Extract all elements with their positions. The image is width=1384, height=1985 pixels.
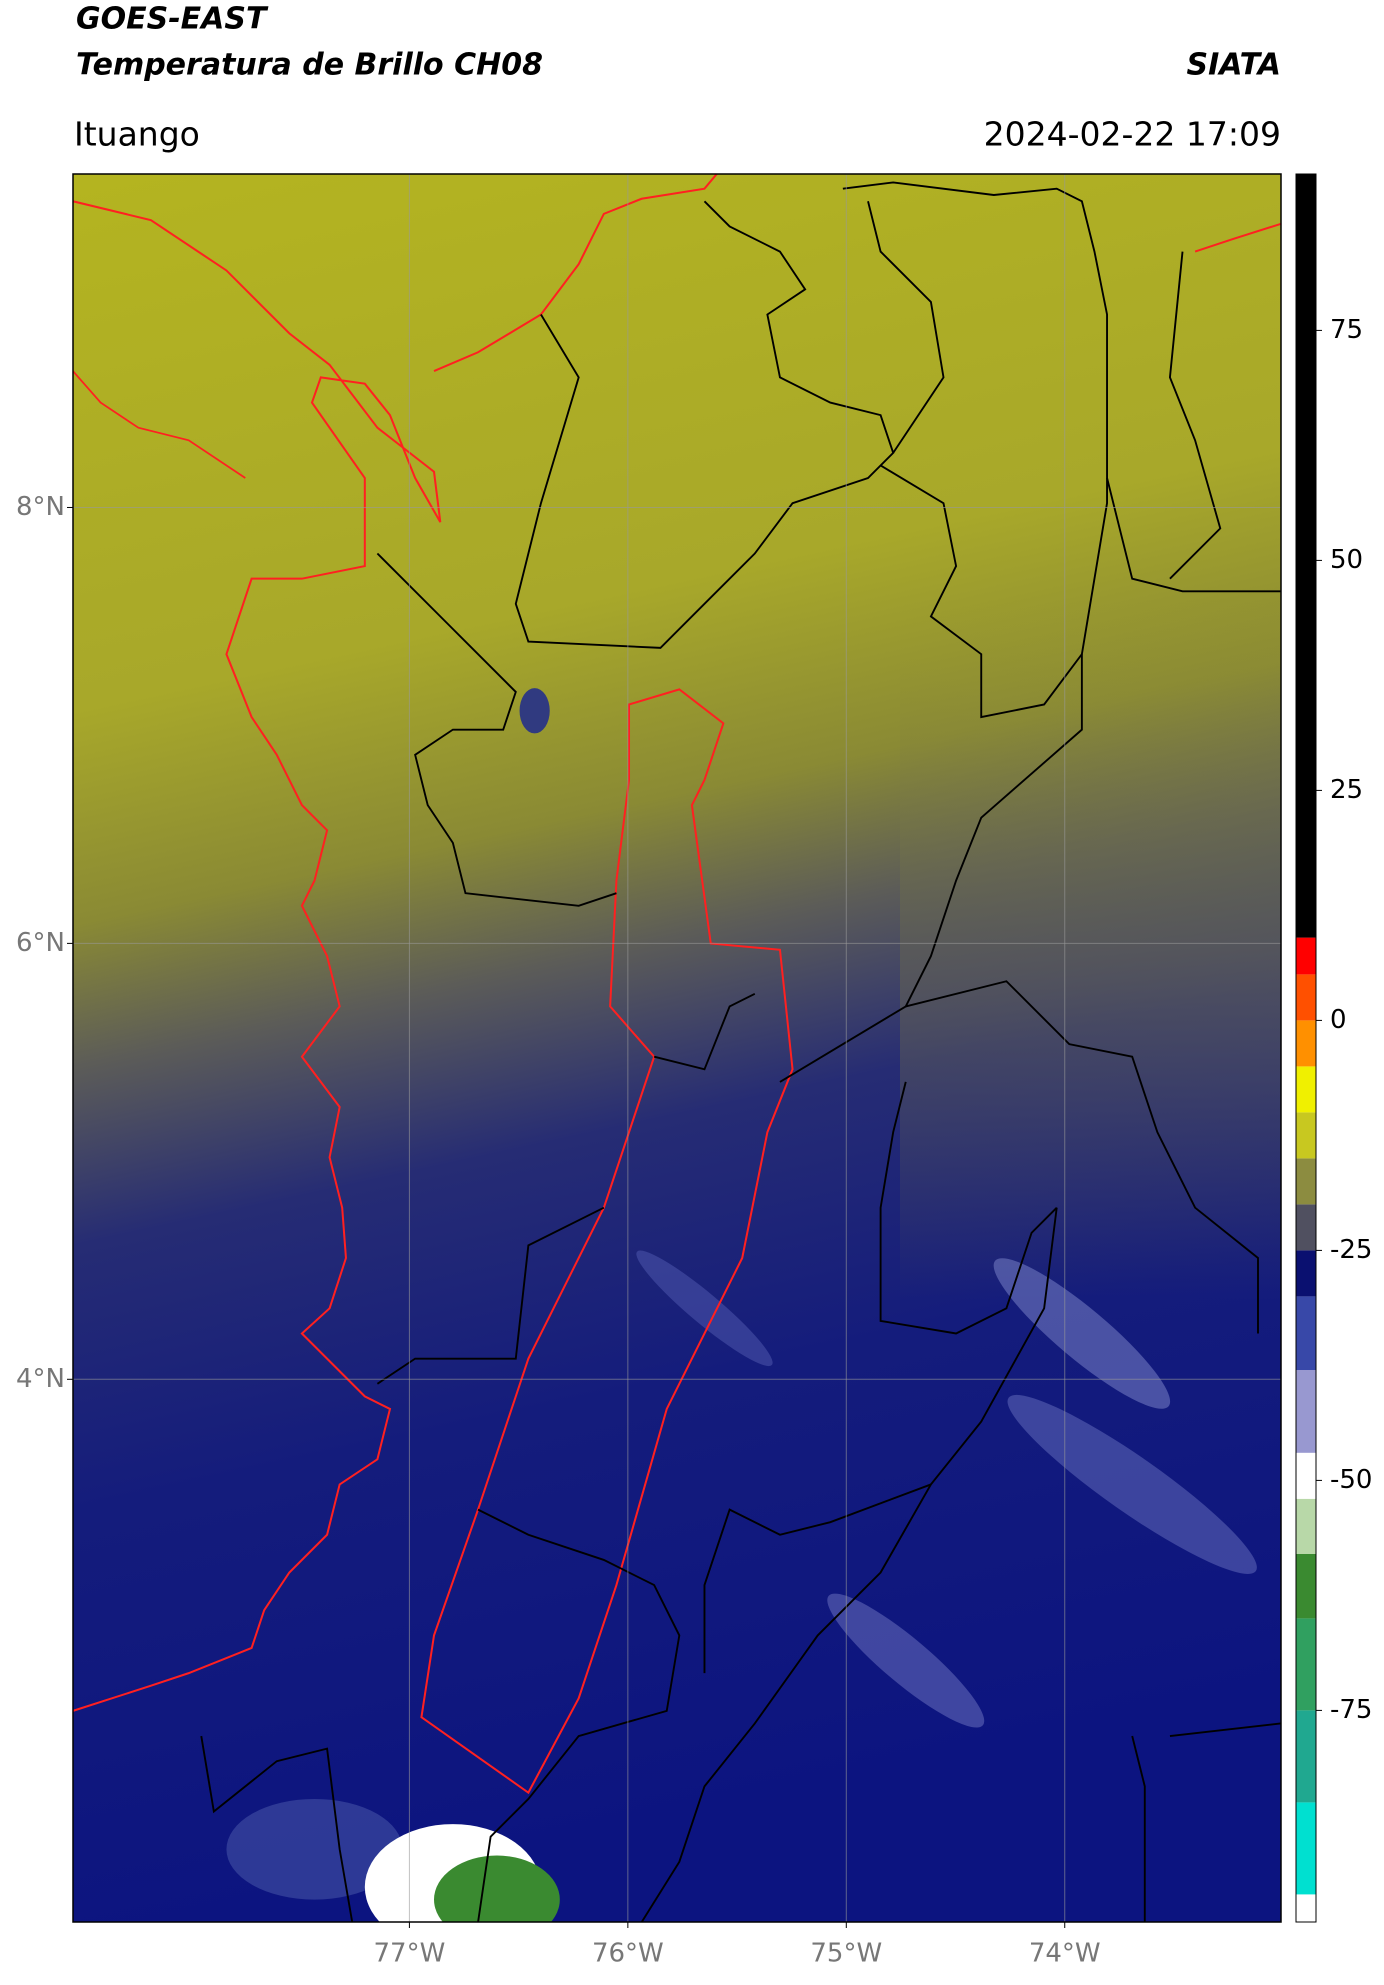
title: GOES-EAST [76,2,269,37]
colorbar-segment [1296,174,1316,938]
colorbar-segment [1296,1554,1316,1619]
colorbar-segment [1296,1452,1316,1499]
colorbar-tick-label: 0 [1330,1005,1347,1035]
colorbar-tick-label: 25 [1330,775,1363,805]
colorbar-segment [1296,937,1316,975]
location: Ituango [74,115,200,154]
features [73,174,1281,1922]
x-tick-label: 75°W [810,1939,882,1969]
map-frame [72,173,1282,1923]
source: SIATA [1187,48,1281,83]
x-tick-label: 76°W [592,1939,664,1969]
x-tick-label: 77°W [374,1939,446,1969]
colorbar-segment [1296,1066,1316,1113]
colorbar-segment [1296,1112,1316,1159]
colorbar-segment [1296,1250,1316,1297]
y-tick-label: 6°N [16,928,65,958]
colorbar-tick-label: -25 [1330,1235,1372,1265]
colorbar-segment [1296,1204,1316,1251]
colorbar-segment [1296,1894,1316,1922]
colorbar-segment [1296,1158,1316,1205]
colorbar-segment [1296,1296,1316,1370]
subtitle: Temperatura de Brillo CH08 [76,48,543,83]
colorbar-segment [1296,1802,1316,1895]
y-tick-label: 8°N [16,492,65,522]
colorbar-segment [1296,1370,1316,1453]
colorbar-segment [1296,974,1316,1021]
colorbar-tick-label: 50 [1330,545,1363,575]
colorbar-segment [1296,1020,1316,1067]
y-tick-label: 4°N [16,1364,65,1394]
colorbar-tick-label: -75 [1330,1695,1372,1725]
x-tick-label: 74°W [1029,1939,1101,1969]
colorbar-segment [1296,1710,1316,1803]
colorbar-tick-label: -50 [1330,1465,1372,1495]
colorbar-segment [1296,1498,1316,1554]
colorbar-segment [1296,1618,1316,1711]
colorbar-frame [1295,173,1317,1923]
timestamp: 2024-02-22 17:09 [984,115,1281,154]
map [73,174,1281,1922]
imagery-patch [900,600,1281,1300]
colorbar-tick-label: 75 [1330,315,1363,345]
